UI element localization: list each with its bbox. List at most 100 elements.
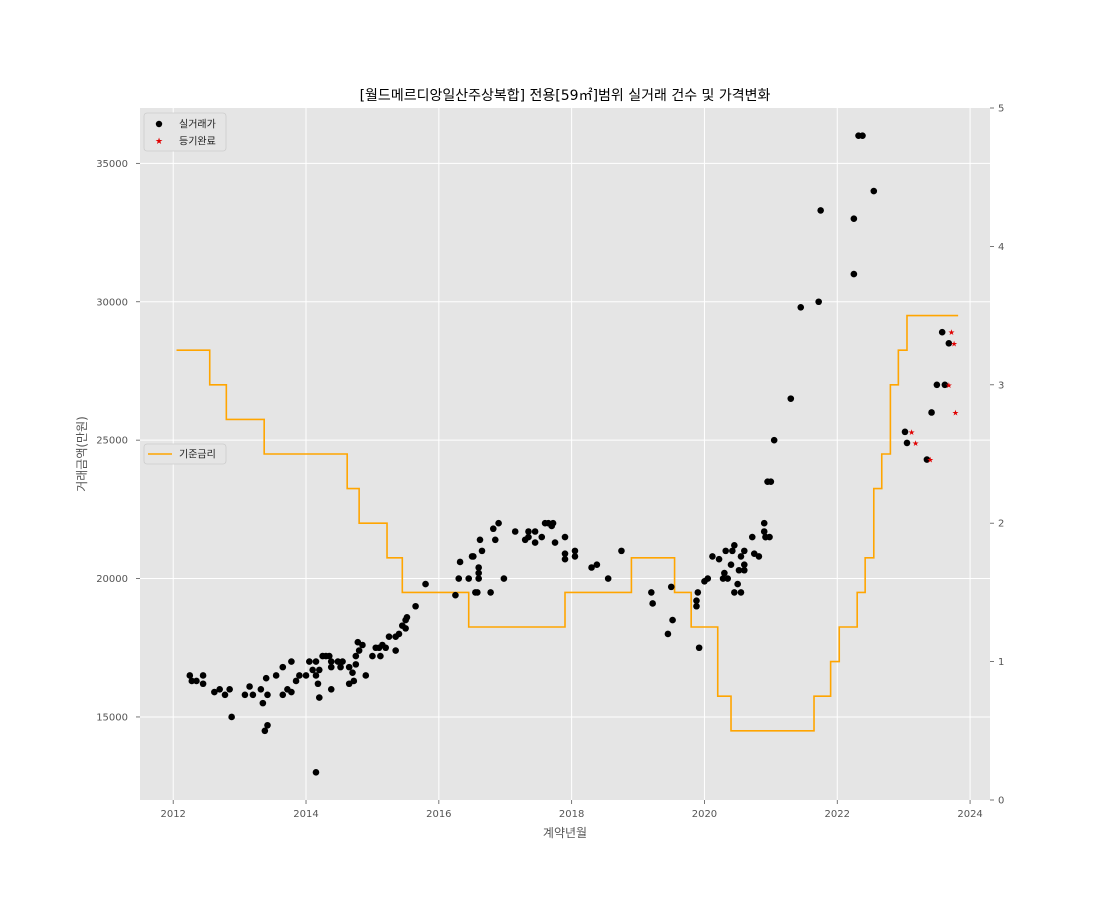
x-axis-title: 계약년월 xyxy=(543,825,587,840)
transaction-point xyxy=(721,569,728,577)
transaction-point xyxy=(767,478,775,485)
transaction-point xyxy=(923,456,931,463)
registered-point: ★ xyxy=(952,408,959,417)
transaction-point xyxy=(288,688,295,696)
transaction-point xyxy=(727,561,735,569)
base-rate-line xyxy=(176,314,959,732)
transaction-point xyxy=(241,691,249,699)
transaction-point xyxy=(500,575,508,582)
transaction-point xyxy=(549,519,557,527)
transaction-point xyxy=(475,575,482,582)
transaction-point xyxy=(531,539,539,546)
registered-point: ★ xyxy=(951,339,958,348)
transaction-point xyxy=(385,633,393,640)
transaction-point xyxy=(748,533,756,541)
transaction-point xyxy=(938,328,946,336)
transaction-point xyxy=(345,663,353,671)
transaction-point xyxy=(704,575,712,582)
transaction-point xyxy=(337,663,344,671)
y2-tick-label: 1 xyxy=(998,657,1004,668)
transaction-point xyxy=(395,630,403,638)
transaction-point xyxy=(787,395,795,402)
transaction-point xyxy=(669,616,676,624)
transaction-point xyxy=(327,658,335,665)
y2-tick-label: 2 xyxy=(998,519,1004,530)
registered-point: ★ xyxy=(912,439,919,448)
transaction-point xyxy=(264,721,271,729)
y2-tick-label: 0 xyxy=(998,796,1004,807)
transaction-point xyxy=(392,647,399,654)
transaction-point xyxy=(456,558,464,566)
transaction-point xyxy=(292,677,300,685)
transaction-point xyxy=(199,680,207,688)
y2-tick-label: 4 xyxy=(998,242,1004,253)
legend-label-transactions: 실거래가 xyxy=(179,119,216,131)
transaction-point xyxy=(478,547,486,555)
transaction-point xyxy=(766,533,773,541)
transaction-point xyxy=(193,677,200,685)
transaction-point xyxy=(755,553,763,560)
transaction-point xyxy=(715,555,723,563)
transaction-point xyxy=(551,539,559,546)
transaction-point xyxy=(211,688,218,696)
transaction-point xyxy=(455,575,463,582)
transaction-point xyxy=(476,536,484,544)
transaction-point xyxy=(561,533,569,541)
x-tick-label: 2020 xyxy=(692,809,717,820)
transaction-point xyxy=(350,677,358,685)
transaction-point xyxy=(422,580,429,588)
transaction-point xyxy=(226,685,233,693)
transaction-point xyxy=(327,685,335,693)
registered-point: ★ xyxy=(908,428,915,437)
x-tick-label: 2016 xyxy=(426,809,451,820)
transaction-point xyxy=(352,652,360,660)
transaction-point xyxy=(724,575,731,582)
legend-transactions: 실거래가 ★ 등기완료 xyxy=(143,112,227,152)
transaction-point xyxy=(199,672,207,679)
transaction-point xyxy=(272,672,280,679)
transaction-point xyxy=(740,547,748,555)
transaction-point xyxy=(474,589,481,596)
transaction-point xyxy=(362,672,370,679)
transaction-point xyxy=(257,685,265,693)
transaction-point xyxy=(325,652,333,660)
y-tick-label: 25000 xyxy=(96,436,128,447)
x-tick-label: 2014 xyxy=(293,809,318,820)
y-axis-title: 거래금액(만원) xyxy=(75,416,89,492)
transaction-point xyxy=(288,658,295,665)
legend-marker-transactions xyxy=(155,120,163,128)
transaction-point xyxy=(694,589,702,596)
legend-base-rate-box xyxy=(143,443,227,465)
transaction-point xyxy=(352,661,360,668)
legend-transactions-box xyxy=(143,112,227,152)
transaction-point xyxy=(246,683,253,690)
transaction-point xyxy=(306,658,313,665)
transaction-point xyxy=(221,691,229,699)
transaction-point xyxy=(945,339,953,347)
transaction-point xyxy=(403,614,411,621)
y-tick-label: 15000 xyxy=(96,712,128,723)
transaction-point xyxy=(412,602,419,610)
x-tick-label: 2012 xyxy=(160,809,185,820)
transaction-point xyxy=(571,553,579,560)
transaction-point xyxy=(491,536,499,544)
x-tick-label: 2018 xyxy=(559,809,584,820)
transaction-point xyxy=(312,672,320,679)
transaction-point xyxy=(339,658,346,665)
transaction-point xyxy=(664,630,672,638)
transaction-point xyxy=(538,533,546,541)
transaction-point xyxy=(531,528,539,535)
transaction-point xyxy=(561,555,569,563)
transaction-point xyxy=(901,428,909,436)
y-tick-label: 20000 xyxy=(96,574,128,585)
y2-tick-label: 3 xyxy=(998,380,1004,391)
registered-point: ★ xyxy=(945,381,952,390)
transaction-point xyxy=(604,575,612,582)
transaction-point xyxy=(760,519,768,527)
transaction-point xyxy=(588,564,595,571)
transaction-point xyxy=(737,553,745,560)
transaction-point xyxy=(495,519,502,527)
transaction-point xyxy=(465,575,473,582)
transaction-point xyxy=(618,547,625,555)
